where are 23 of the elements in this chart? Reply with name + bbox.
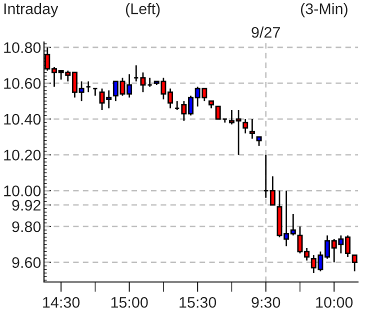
x-tick-label: 15:00 bbox=[111, 296, 148, 308]
y-tick-label: 10.80 bbox=[4, 42, 41, 54]
candlestick bbox=[352, 254, 358, 272]
y-tick-label: 9.92 bbox=[12, 200, 40, 211]
ref-line-label: 9/27 bbox=[252, 26, 280, 38]
candlestick bbox=[249, 118, 255, 140]
candlestick bbox=[270, 176, 276, 206]
candlestick bbox=[242, 118, 248, 134]
y-tick-label: 9.80 bbox=[12, 221, 41, 232]
y-tick-label: 10.40 bbox=[4, 114, 41, 125]
x-tick-label: 10:00 bbox=[316, 296, 353, 308]
x-tick-label: 9:30 bbox=[252, 296, 280, 308]
x-tick-label: 14:30 bbox=[43, 296, 80, 308]
text: (3-Min) bbox=[300, 3, 348, 18]
candlestick bbox=[215, 106, 221, 120]
chart-title: Intraday bbox=[4, 3, 58, 18]
y-tick-label: 10.20 bbox=[4, 150, 41, 161]
x-tick-label: 15:30 bbox=[180, 296, 216, 308]
candlestick bbox=[140, 72, 146, 93]
y-tick-label: 10.00 bbox=[4, 186, 41, 196]
y-tick-label: 9.60 bbox=[12, 257, 41, 268]
text: (Left) bbox=[126, 3, 160, 18]
y-tick-label: 10.60 bbox=[4, 78, 41, 89]
